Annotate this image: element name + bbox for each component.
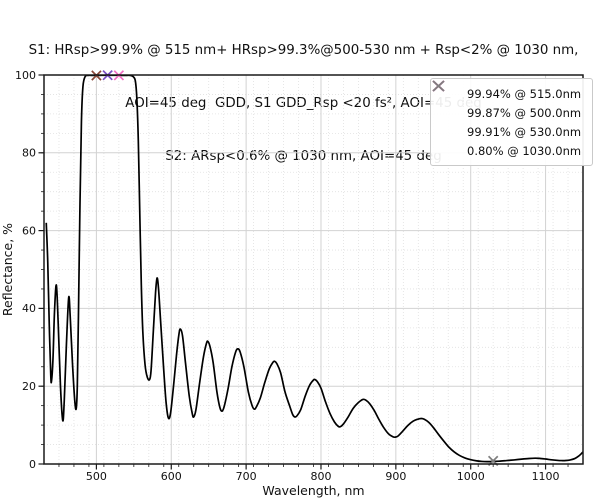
legend-item: 99.91% @ 530.0nm <box>432 80 586 141</box>
y-tick-label: 20 <box>22 380 36 393</box>
y-axis-label: Reflectance, % <box>0 223 15 316</box>
y-tick-label: 0 <box>29 458 36 471</box>
y-tick-label: 100 <box>15 69 36 82</box>
legend-item: 0.80% @ 1030.0nm <box>432 80 586 160</box>
legend-item: 99.87% @ 500.0nm <box>432 80 586 122</box>
legend: 99.94% @ 515.0nm 99.87% @ 500.0nm 99.91% @… <box>430 78 593 166</box>
title-line-1: S1: HRsp>99.9% @ 515 nm+ HRsp>99.3%@500-… <box>28 43 579 59</box>
title-line-2: AOI=45 deg GDD, S1 GDD_Rsp <20 fs², AOI=… <box>125 95 482 111</box>
y-tick-label: 60 <box>22 224 36 237</box>
legend-label: 99.91% @ 530.0nm <box>467 124 582 139</box>
x-tick-label: 600 <box>161 470 182 483</box>
y-tick-label: 40 <box>22 302 36 315</box>
legend-label: 99.94% @ 515.0nm <box>467 86 582 101</box>
x-tick-label: 700 <box>236 470 257 483</box>
plot-frame <box>43 74 584 465</box>
x-tick-label: 900 <box>385 470 406 483</box>
legend-label: 0.80% @ 1030.0nm <box>467 143 582 158</box>
x-tick-label: 500 <box>86 470 107 483</box>
x-tick-label: 1000 <box>457 470 485 483</box>
tick-labels: 500 600 700 800 900 1000 1100 0 20 40 60 80 100 <box>15 69 560 483</box>
x-tick-label: 800 <box>310 470 331 483</box>
legend-label: 99.87% @ 500.0nm <box>467 105 582 120</box>
x-axis-label: Wavelength, nm <box>262 483 364 498</box>
x-tick-label: 1100 <box>532 470 560 483</box>
legend-item: 99.94% @ 515.0nm <box>432 80 586 103</box>
y-tick-label: 80 <box>22 147 36 160</box>
